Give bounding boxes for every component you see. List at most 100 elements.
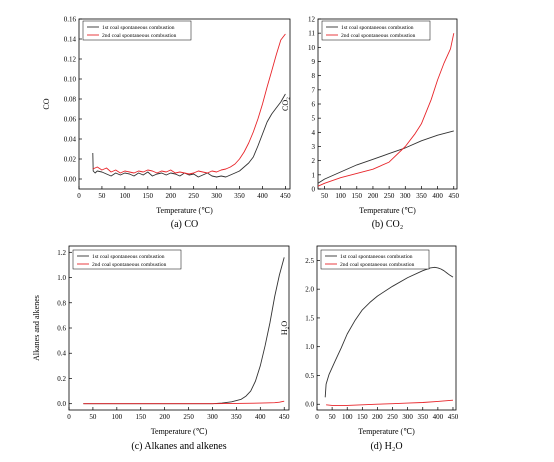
y-tick-label: 0.10 [64, 76, 77, 84]
y-tick-label: 5 [312, 115, 316, 123]
legend-box [321, 20, 431, 41]
y-tick-label: 10 [308, 44, 316, 52]
y-tick-label: 0.5 [305, 372, 314, 380]
y-tick-label: 0.16 [64, 16, 77, 24]
plot-frame-c [68, 245, 290, 411]
x-axis-label: Temperature (℃) [358, 427, 415, 436]
x-tick-label: 350 [416, 192, 427, 200]
legend-label-2: 2nd coal spontaneous combustion [341, 33, 416, 39]
y-tick-label: 1 [312, 171, 316, 179]
legend-box [72, 249, 182, 270]
y-tick-label: 11 [308, 30, 315, 38]
x-tick-label: 250 [183, 413, 194, 421]
x-tick-label: 200 [372, 413, 383, 421]
y-tick-label: 0.08 [64, 96, 77, 104]
x-tick-label: 50 [321, 192, 329, 200]
x-axis-label: Temperature (℃) [359, 206, 416, 215]
y-tick-label: 0.2 [57, 375, 66, 383]
y-axis-label: CO₂ [281, 97, 290, 111]
x-tick-label: 150 [135, 413, 146, 421]
x-tick-label: 450 [449, 192, 460, 200]
y-tick-label: 2 [312, 157, 316, 165]
y-axis-label: H₂O [280, 321, 289, 336]
y-tick-label: 4 [312, 129, 316, 137]
y-tick-label: 0.8 [57, 299, 66, 307]
x-tick-label: 350 [231, 413, 242, 421]
x-tick-label: 300 [211, 192, 222, 200]
y-tick-label: 0 [312, 186, 316, 194]
legend-label-2: 2nd coal spontaneous combustion [340, 262, 415, 268]
x-tick-label: 200 [368, 192, 379, 200]
series-line-2 [92, 33, 286, 175]
series-line-1 [324, 266, 454, 398]
y-tick-label: 0.04 [64, 136, 77, 144]
x-tick-label: 450 [280, 192, 291, 200]
x-tick-label: 50 [98, 192, 106, 200]
panel-caption-d: (d) H₂O [370, 441, 402, 452]
y-tick-label: 0.6 [57, 325, 66, 333]
legend-label-2: 2nd coal spontaneous combustion [92, 262, 167, 268]
x-tick-label: 0 [315, 413, 319, 421]
y-tick-label: 0.0 [305, 401, 314, 409]
legend-label-1: 1st coal spontaneous combustion [102, 25, 175, 31]
x-tick-label: 450 [279, 413, 290, 421]
legend-box [82, 20, 192, 41]
y-tick-label: 0.14 [64, 36, 77, 44]
x-tick-label: 200 [165, 192, 176, 200]
x-tick-label: 100 [335, 192, 346, 200]
y-tick-label: 0.0 [57, 400, 66, 408]
panel-caption-a: (a) CO [171, 219, 199, 230]
x-tick-label: 400 [433, 413, 444, 421]
x-tick-label: 250 [384, 192, 395, 200]
x-tick-label: 150 [143, 192, 154, 200]
y-tick-label: 1.2 [57, 249, 66, 257]
x-tick-label: 400 [432, 192, 443, 200]
y-tick-label: 0.06 [64, 116, 77, 124]
series-line-2 [326, 399, 454, 406]
x-tick-label: 350 [418, 413, 429, 421]
panel-caption-c: (c) Alkanes and alkenes [131, 441, 226, 452]
x-tick-label: 200 [159, 413, 170, 421]
y-tick-label: 6 [312, 101, 316, 109]
y-tick-label: 0.00 [64, 176, 77, 184]
x-tick-label: 100 [342, 413, 353, 421]
y-tick-label: 1.0 [57, 274, 66, 282]
y-tick-label: 8 [312, 72, 316, 80]
x-tick-label: 300 [207, 413, 218, 421]
x-axis-label: Temperature (℃) [156, 206, 213, 215]
y-axis-label: CO [42, 98, 51, 109]
x-tick-label: 300 [400, 192, 411, 200]
x-tick-label: 0 [77, 192, 81, 200]
series-line-2 [83, 400, 285, 405]
x-tick-label: 0 [67, 413, 71, 421]
x-tick-label: 450 [448, 413, 459, 421]
y-tick-label: 2.5 [305, 257, 314, 265]
y-tick-label: 3 [312, 143, 316, 151]
series-line-1 [83, 257, 285, 405]
series-line-2 [317, 33, 455, 187]
series-line-1 [92, 93, 286, 178]
x-tick-label: 50 [329, 413, 337, 421]
y-tick-label: 0.12 [64, 56, 77, 64]
y-tick-label: 0.02 [64, 156, 77, 164]
y-tick-label: 0.4 [57, 350, 66, 358]
x-tick-label: 100 [120, 192, 131, 200]
legend-label-1: 1st coal spontaneous combustion [341, 25, 414, 31]
x-axis-label: Temperature (℃) [151, 427, 208, 436]
plot-frame-a [78, 18, 291, 190]
x-tick-label: 250 [188, 192, 199, 200]
x-tick-label: 100 [112, 413, 123, 421]
y-tick-label: 1.0 [305, 343, 314, 351]
x-tick-label: 250 [387, 413, 398, 421]
x-tick-label: 150 [357, 413, 368, 421]
x-tick-label: 400 [255, 413, 266, 421]
x-tick-label: 50 [89, 413, 97, 421]
y-tick-label: 12 [308, 16, 316, 24]
legend-label-1: 1st coal spontaneous combustion [92, 254, 165, 260]
x-tick-label: 350 [234, 192, 245, 200]
plot-frame-d [316, 245, 457, 411]
legend-label-1: 1st coal spontaneous combustion [340, 254, 413, 260]
y-axis-label: Alkanes and alkenes [32, 295, 41, 361]
y-tick-label: 1.5 [305, 314, 314, 322]
